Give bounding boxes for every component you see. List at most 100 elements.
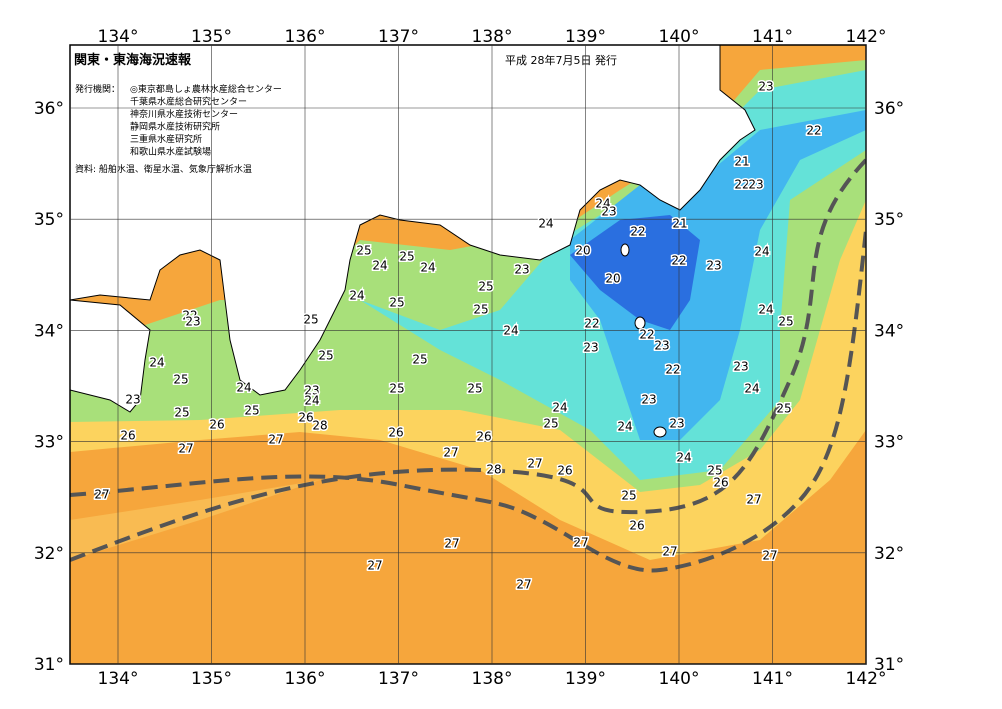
lat-label-right: 31° — [874, 655, 904, 675]
isotherm-label: 25 — [318, 349, 333, 363]
lon-label-bottom: 139° — [565, 669, 606, 689]
data-source: 資料: 船舶水温、衛星水温、気象庁解析水温 — [75, 163, 252, 175]
isotherm-label: 25 — [389, 382, 404, 396]
isotherm-label: 27 — [762, 549, 777, 563]
isotherm-label: 23 — [641, 393, 656, 407]
isotherm-label: 20 — [605, 272, 620, 286]
isotherm-label: 27 — [527, 457, 542, 471]
isotherm-label: 22 — [584, 317, 599, 331]
lon-label-bottom: 141° — [752, 669, 793, 689]
isotherm-label: 25 — [389, 296, 404, 310]
isotherm-label: 24 — [236, 381, 251, 395]
lon-label-bottom: 142° — [846, 669, 887, 689]
lat-label-right: 34° — [874, 321, 904, 341]
isotherm-label: 25 — [173, 373, 188, 387]
isotherm-label: 24 — [552, 401, 567, 415]
lat-label-left: 34° — [34, 321, 64, 341]
isotherm-label: 24 — [676, 451, 691, 465]
lon-label-top: 141° — [752, 27, 793, 47]
isotherm-label: 28 — [486, 463, 501, 477]
isotherm-label: 26 — [120, 429, 135, 443]
isotherm-label: 27 — [444, 537, 459, 551]
sea-fill — [70, 45, 866, 664]
isotherm-label: 23 — [601, 205, 616, 219]
isotherm-label: 26 — [713, 476, 728, 490]
isotherm-label: 23 — [514, 263, 529, 277]
isotherm-label: 22 — [665, 363, 680, 377]
isotherm-label: 24 — [744, 382, 759, 396]
isotherm-label: 27 — [573, 536, 588, 550]
isotherm-label: 25 — [174, 406, 189, 420]
issuer: 千葉県水産総合研究センター — [130, 96, 247, 108]
isotherm-label: 23 — [125, 393, 140, 407]
isotherm-label: 24 — [758, 303, 773, 317]
isotherm-label: 24 — [149, 356, 164, 370]
issuer: 神奈川県水産技術センター — [130, 108, 238, 120]
lon-label-top: 140° — [659, 27, 700, 47]
isotherm-label: 24 — [538, 217, 553, 231]
isotherm-label: 24 — [372, 259, 387, 273]
lat-label-left: 35° — [34, 210, 64, 230]
issue-date: 平成 28年7月5日 発行 — [505, 53, 617, 67]
isotherm-label: 22 — [639, 328, 654, 342]
lon-label-top: 136° — [285, 27, 326, 47]
issuers-label: 発行機関： — [75, 83, 120, 95]
lon-label-top: 137° — [378, 27, 419, 47]
isotherm-label: 21 — [672, 217, 687, 231]
issuer: 静岡県水産技術研究所 — [130, 121, 220, 133]
graticule — [70, 45, 867, 665]
isotherm-label: 20 — [575, 244, 590, 258]
isotherm-label: 22 — [671, 254, 686, 268]
isotherm-label: 27 — [367, 559, 382, 573]
isotherm-label: 25 — [543, 417, 558, 431]
isotherm-label: 23 — [654, 339, 669, 353]
lon-label-top: 134° — [98, 27, 139, 47]
isotherm-label: 23 — [304, 384, 319, 398]
map-title: 関東・東海海況速報 — [74, 52, 192, 68]
lat-label-left: 33° — [34, 433, 64, 453]
isotherm-label: 22 — [806, 124, 821, 138]
isotherm-label: 25 — [776, 402, 791, 416]
isotherm-label: 23 — [733, 360, 748, 374]
isotherm-label: 25 — [303, 313, 318, 327]
isotherm-label: 24 — [617, 420, 632, 434]
isotherm-label: 25 — [778, 315, 793, 329]
isotherm-label: 25 — [707, 464, 722, 478]
lon-label-top: 135° — [191, 27, 232, 47]
lat-label-left: 31° — [34, 655, 64, 675]
isotherm-label: 26 — [298, 411, 313, 425]
isotherm-label: 28 — [312, 419, 327, 433]
isotherm-label: 23 — [706, 259, 721, 273]
isotherm-label: 26 — [476, 430, 491, 444]
lat-label-right: 36° — [874, 99, 904, 119]
lat-label-right: 33° — [874, 433, 904, 453]
lat-label-right: 32° — [874, 544, 904, 564]
isotherm-label: 25 — [244, 404, 259, 418]
isotherm-label: 25 — [412, 353, 427, 367]
isotherm-label: 21 — [734, 155, 749, 169]
isotherm-label: 27 — [94, 488, 109, 502]
isotherm-label: 27 — [516, 578, 531, 592]
lat-label-left: 32° — [34, 544, 64, 564]
lon-label-bottom: 137° — [378, 669, 419, 689]
isotherm-label: 24 — [595, 197, 610, 211]
lon-label-bottom: 135° — [191, 669, 232, 689]
isotherm-label: 25 — [621, 489, 636, 503]
isotherm-label: 25 — [399, 250, 414, 264]
isotherm-label: 22 — [182, 309, 197, 323]
isotherm-label: 25 — [467, 382, 482, 396]
issuer: 三重県水産研究所 — [130, 133, 202, 145]
lon-label-bottom: 138° — [472, 669, 513, 689]
lat-label-right: 35° — [874, 210, 904, 230]
isotherm-label: 27 — [443, 446, 458, 460]
isotherm-label: 26 — [629, 519, 644, 533]
isotherm-label: 23 — [583, 341, 598, 355]
isotherm-label: 27 — [662, 545, 677, 559]
issuer: 和歌山県水産試験場 — [130, 146, 211, 158]
isotherm-label: 22 — [630, 225, 645, 239]
lon-label-top: 142° — [846, 27, 887, 47]
isotherm-label: 22 — [734, 178, 749, 192]
isotherm-label: 24 — [349, 289, 364, 303]
isotherm-label: 24 — [754, 245, 769, 259]
